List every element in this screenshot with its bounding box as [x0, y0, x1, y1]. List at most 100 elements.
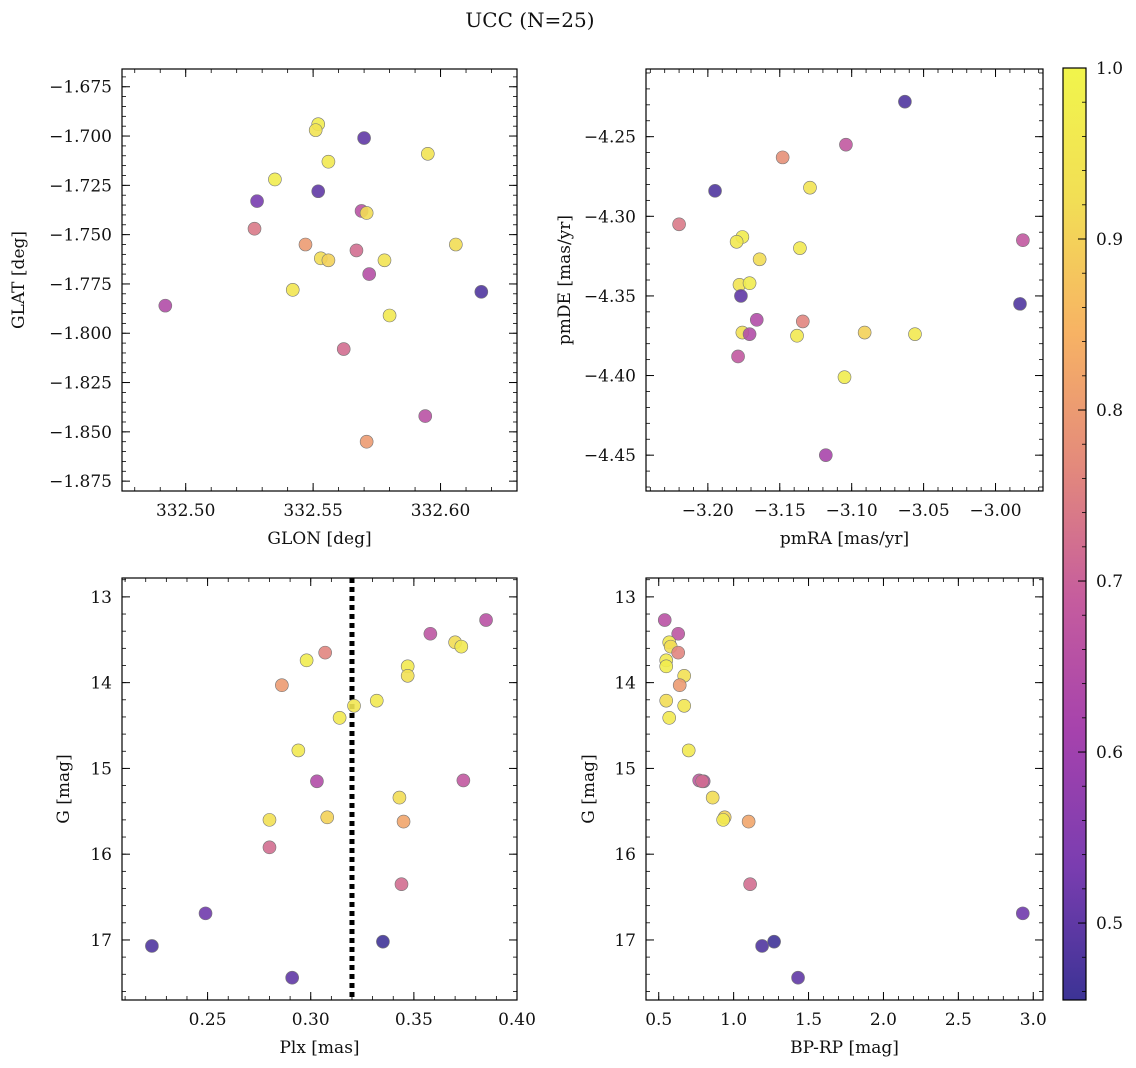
- y-tick-label: 14: [90, 674, 112, 694]
- data-point: [382, 308, 397, 323]
- y-tick-label: 17: [614, 931, 636, 951]
- y-tick-label: 14: [614, 674, 636, 694]
- y-tick-label: −1.775: [49, 275, 112, 295]
- data-point: [767, 934, 781, 949]
- y-tick-label: −1.800: [49, 324, 112, 344]
- y-tick-label: −1.750: [49, 226, 112, 246]
- y-tick-label: −1.700: [49, 127, 112, 147]
- data-point: [672, 217, 686, 232]
- y-tick-label: 15: [90, 759, 112, 779]
- x-tick-label: 0.30: [292, 1010, 330, 1030]
- x-tick-label: 0.40: [498, 1010, 536, 1030]
- data-point: [1015, 906, 1030, 921]
- major-ticks: [646, 578, 1043, 1000]
- data-point: [357, 131, 371, 145]
- data-point: [791, 970, 805, 985]
- data-point: [285, 970, 299, 985]
- data-point: [819, 448, 833, 462]
- data-point: [742, 327, 757, 341]
- data-point: [1016, 233, 1030, 247]
- data-point: [677, 699, 692, 713]
- x-axis-label: Plx [mas]: [279, 1038, 359, 1058]
- data-point: [396, 814, 411, 829]
- y-tick-label: 15: [614, 759, 636, 779]
- colorbar-tick-label: 0.6: [1096, 743, 1123, 763]
- data-point: [311, 184, 326, 199]
- data-point: [671, 645, 686, 660]
- x-tick-label: 0.35: [395, 1010, 433, 1030]
- data-point: [400, 668, 415, 683]
- scatter-points: [672, 94, 1030, 462]
- data-point: [671, 626, 686, 641]
- x-axis-label: BP-RP [mag]: [790, 1038, 899, 1058]
- data-point: [908, 327, 922, 341]
- x-tick-label: 1.0: [720, 1010, 747, 1030]
- major-ticks: [122, 578, 518, 1000]
- y-tick-label: −4.30: [584, 207, 636, 227]
- x-tick-label: 0.25: [189, 1010, 227, 1030]
- y-tick-label: −4.45: [584, 446, 636, 466]
- y-tick-label: 16: [614, 845, 636, 865]
- data-point: [318, 645, 332, 660]
- colorbar-tick-label: 0.7: [1096, 572, 1123, 592]
- y-tick-label: −4.40: [584, 367, 636, 387]
- data-point: [336, 342, 351, 356]
- axes-frame: [121, 68, 518, 492]
- data-point: [839, 137, 853, 152]
- x-tick-label: −3.20: [682, 501, 734, 521]
- colorbar-tick-label: 0.5: [1096, 914, 1123, 934]
- data-point: [359, 434, 374, 449]
- y-tick-label: −1.875: [49, 472, 112, 492]
- data-point: [803, 180, 817, 195]
- colorbar: 0.5 0.6 0.7 0.8 0.9 1.0: [1062, 59, 1123, 1001]
- data-point: [672, 678, 687, 693]
- data-point: [755, 939, 769, 953]
- data-point: [268, 172, 282, 187]
- data-point: [423, 626, 438, 641]
- data-point: [362, 267, 376, 281]
- data-point: [705, 790, 720, 805]
- x-tick-label: 332.60: [411, 501, 470, 521]
- data-point: [775, 150, 790, 165]
- data-point: [285, 283, 300, 297]
- x-tick-label: 1.5: [795, 1010, 822, 1030]
- data-point: [299, 653, 314, 668]
- data-point: [262, 840, 277, 855]
- data-point: [321, 154, 336, 169]
- data-point: [681, 743, 696, 758]
- y-tick-label: 16: [90, 845, 112, 865]
- y-tick-label: −1.850: [49, 423, 112, 443]
- data-point: [250, 194, 264, 208]
- subplot-grid: 332.50 332.55 332.60 −1.675 −1.700 −1.725 −1.7…: [9, 68, 1047, 1058]
- data-point: [145, 939, 159, 953]
- data-point: [377, 253, 392, 268]
- y-axis-label: G [mag]: [54, 754, 74, 823]
- data-point: [898, 94, 912, 109]
- scatter-points: [145, 613, 493, 985]
- data-point: [421, 146, 435, 161]
- data-point: [741, 814, 756, 829]
- x-tick-label: 332.50: [156, 501, 215, 521]
- figure-title: UCC (N=25): [465, 8, 594, 32]
- data-point: [310, 774, 324, 789]
- x-axis-label: GLON [deg]: [267, 529, 371, 549]
- data-point: [418, 409, 433, 423]
- y-axis-label: G [mag]: [579, 754, 599, 823]
- x-tick-label: −3.00: [969, 501, 1021, 521]
- colorbar-gradient: [1062, 67, 1087, 1001]
- major-ticks: [646, 69, 1043, 491]
- data-point: [275, 678, 289, 693]
- data-point: [359, 206, 374, 220]
- data-point: [474, 285, 489, 299]
- y-axis-label: GLAT [deg]: [9, 231, 29, 329]
- data-point: [479, 613, 493, 627]
- minor-ticks: [646, 69, 1043, 491]
- x-tick-label: 3.0: [1020, 1010, 1047, 1030]
- x-axis-label: pmRA [mas/yr]: [780, 529, 909, 549]
- data-point: [369, 693, 384, 708]
- data-point: [708, 184, 722, 198]
- data-point: [734, 289, 748, 303]
- data-point: [731, 349, 745, 364]
- x-tick-label: 2.5: [945, 1010, 972, 1030]
